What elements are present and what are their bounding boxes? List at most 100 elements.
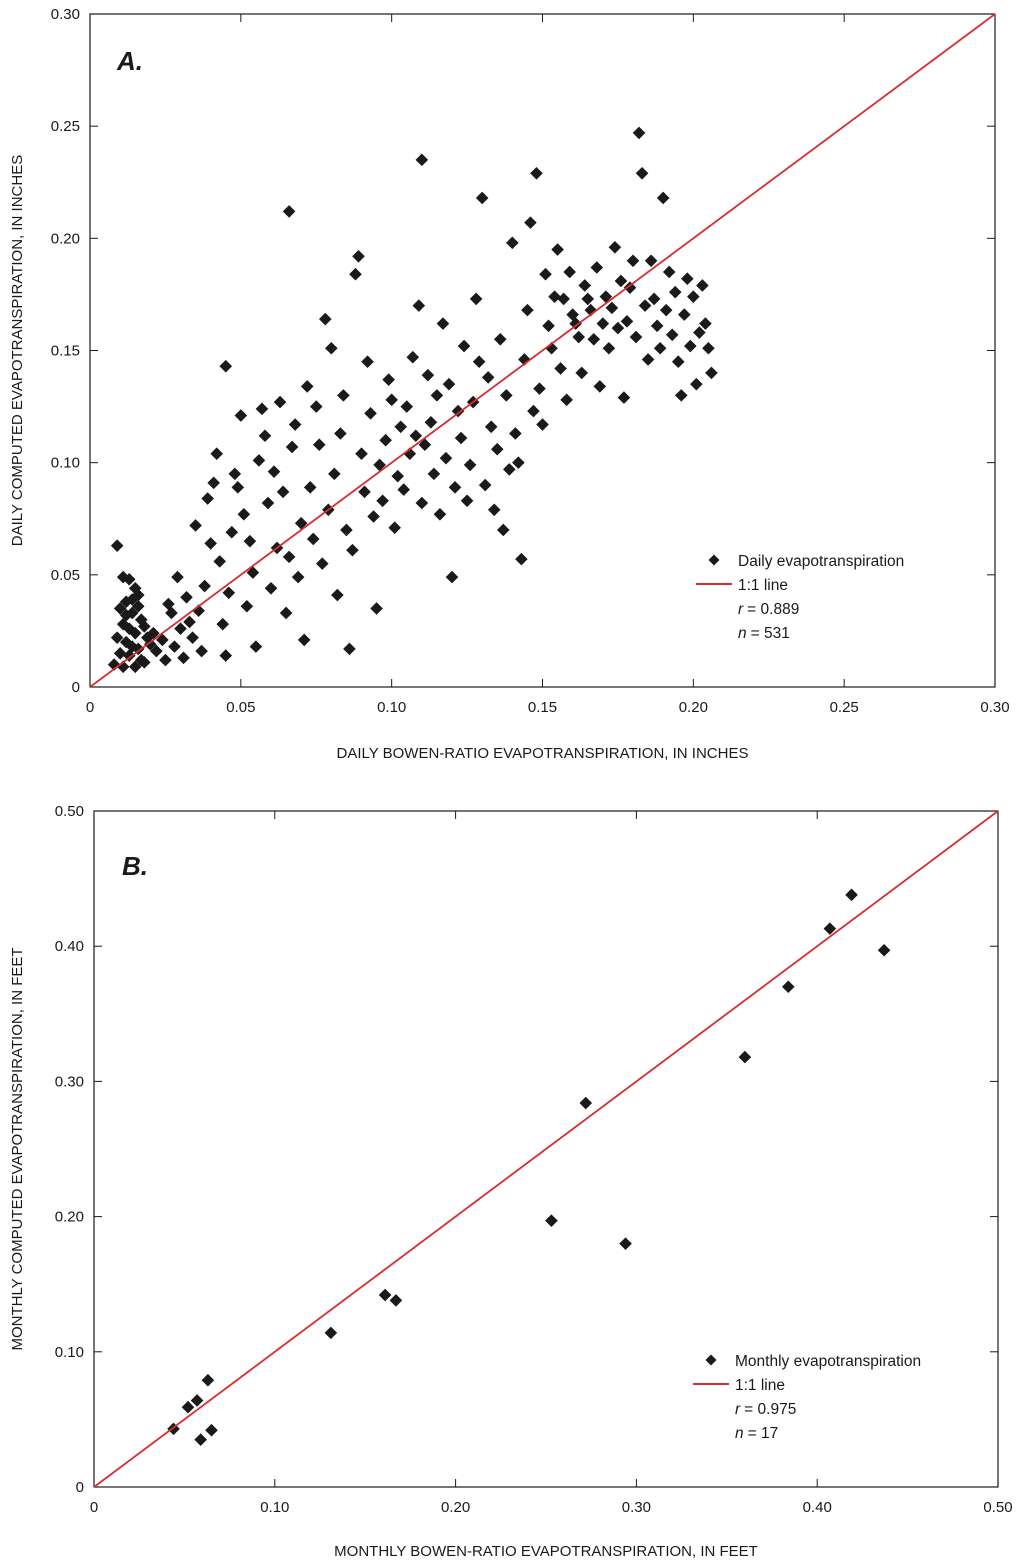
data-point [572,330,585,344]
y-axis-title: MONTHLY COMPUTED EVAPOTRANSPIRATION, IN … [9,947,26,1350]
data-point [165,606,178,620]
data-point [138,620,151,633]
data-point [781,980,795,994]
data-point [681,272,694,286]
data-point [463,458,477,472]
data-point [614,274,628,288]
x-tick-label: 0 [86,699,94,716]
data-point [699,317,712,330]
data-point [279,606,293,620]
data-point [180,590,193,604]
data-point [400,400,414,413]
data-point [521,303,534,317]
data-point [496,523,510,537]
x-tick-label: 0.20 [679,699,708,716]
data-point [619,1237,632,1250]
data-point [382,373,395,386]
plot-frame [93,810,999,1488]
data-point [181,1400,195,1414]
data-point [877,943,891,957]
legend-marker [705,1354,717,1366]
r-symbol: r [735,1401,741,1418]
data-point [334,427,347,440]
data-point [469,292,483,306]
data-point [569,317,582,330]
data-point [237,507,251,521]
data-point [325,341,338,355]
data-point [530,166,543,180]
data-point [210,447,223,460]
data-point [611,321,625,335]
data-point [460,494,474,508]
data-point [189,519,202,532]
data-point [454,431,468,445]
data-point [171,570,184,584]
data-point [545,1214,558,1227]
x-tick-label: 0.25 [830,699,859,716]
x-tick-label: 0.40 [803,1499,832,1516]
data-point [276,485,290,499]
data-point [201,492,214,505]
data-point [665,328,679,342]
data-point [107,658,121,671]
data-point [110,539,124,552]
data-point [415,153,429,167]
data-point [315,557,329,570]
data-point [394,420,408,434]
data-point [309,400,323,413]
data-point [397,483,411,496]
data-point [436,317,450,330]
legend-marker [708,554,720,566]
data-point [194,1433,207,1446]
data-point [207,476,220,490]
y-tick-label: 0.10 [51,455,80,472]
data-point [635,166,649,180]
x-tick-label: 0.10 [260,1499,289,1516]
data-point [378,1288,392,1302]
data-point [671,355,685,369]
data-point [376,494,389,508]
data-point [421,368,435,382]
data-point [288,418,302,431]
data-point [575,366,589,380]
data-point [608,241,622,254]
data-point [364,407,377,420]
legend-n-stat: n = 531 [738,625,790,642]
data-point [457,339,471,353]
chart-panel-b: 0 0.10 0.20 0.30 0.40 0.50 0 0.10 0.20 0.30 0.40 0.… [9,803,1013,1560]
x-tick-label: 0.10 [377,699,406,716]
data-point [481,371,495,384]
y-tick-label: 0.10 [55,1344,84,1361]
data-point [524,216,537,229]
data-point [500,389,513,402]
data-point [596,317,610,330]
data-point [536,418,549,431]
data-point [113,602,127,615]
data-point [415,496,429,510]
x-axis-title: MONTHLY BOWEN-RATIO EVAPOTRANSPIRATION, … [334,1543,758,1560]
data-point [264,581,278,595]
y-tick-label: 0.30 [55,1073,84,1090]
r-value: = 0.889 [747,601,799,618]
data-point [620,315,634,328]
data-point [174,622,187,635]
x-tick-label: 0 [90,1499,98,1516]
data-point [418,438,432,452]
data-point [684,339,697,353]
x-axis-title: DAILY BOWEN-RATIO EVAPOTRANSPIRATION, IN… [336,745,748,762]
legend: Monthly evapotranspiration 1:1 line r = 0.9… [693,1353,921,1442]
data-point [234,409,248,422]
data-point [515,552,528,566]
one-to-one-line [89,13,996,688]
y-tick-label: 0.50 [55,803,84,820]
r-value: = 0.975 [744,1401,796,1418]
data-point [433,507,447,521]
data-point [131,599,145,613]
data-point [162,597,175,611]
data-point [119,608,133,622]
data-point [110,631,124,644]
chart-panel-a: 0 0.05 0.10 0.15 0.20 0.25 0.30 0 0.05 0.10 0.15 0.… [9,6,1010,762]
data-point [249,640,263,653]
data-point [343,642,356,656]
data-point [448,481,462,494]
